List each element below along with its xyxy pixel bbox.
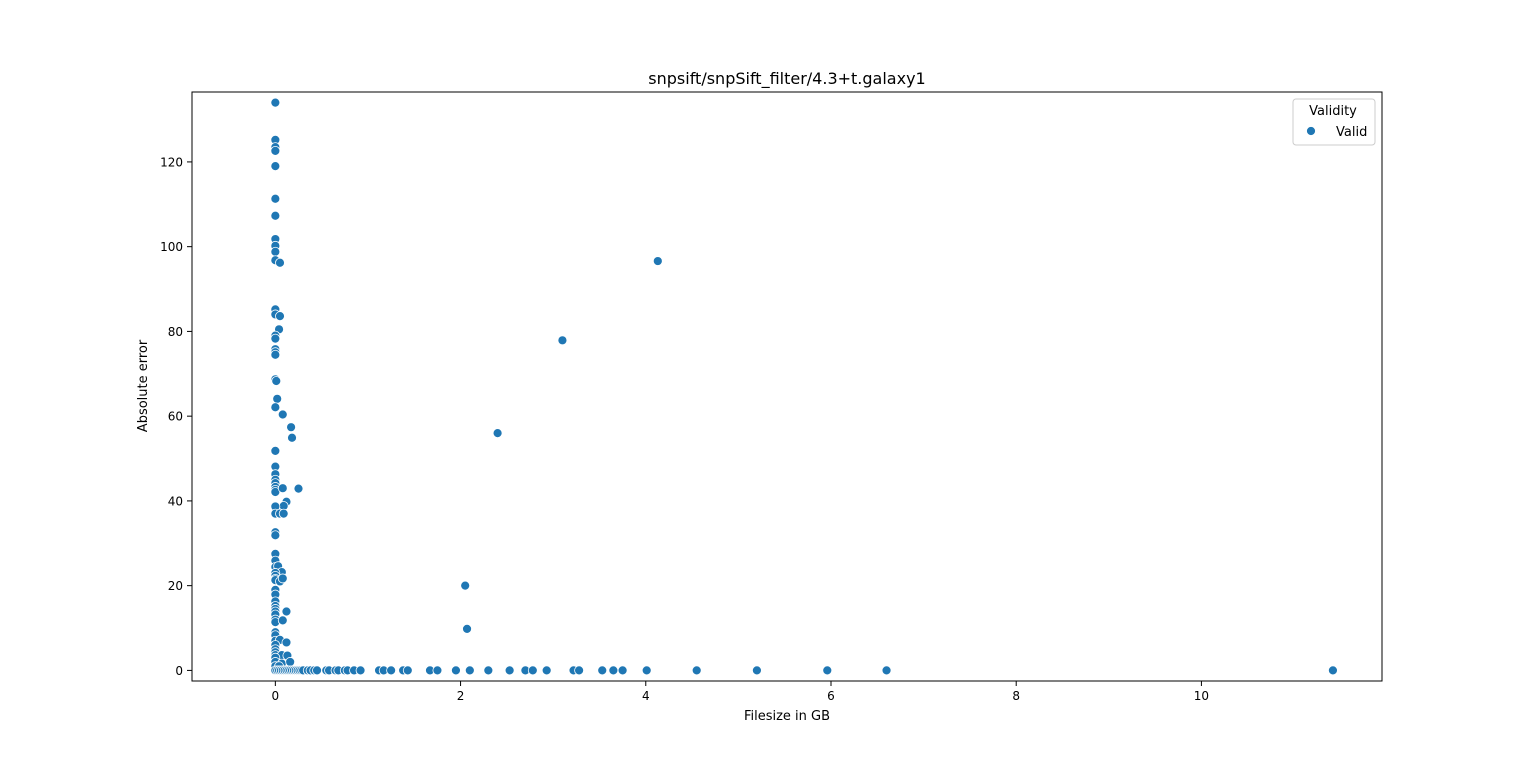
data-point <box>355 665 366 676</box>
data-point <box>312 665 322 676</box>
data-point <box>275 257 285 268</box>
points-layer <box>270 97 1338 676</box>
data-point <box>270 161 281 172</box>
data-point <box>617 665 628 676</box>
data-point <box>270 349 281 360</box>
data-point <box>270 97 281 108</box>
data-point <box>281 637 292 648</box>
data-point <box>270 402 281 413</box>
chart-title: snpsift/snpSift_filter/4.3+t.galaxy1 <box>648 69 925 89</box>
y-tick-label: 20 <box>168 579 183 593</box>
data-point <box>557 335 568 346</box>
plot-frame <box>191 91 1383 682</box>
data-point <box>270 210 281 221</box>
y-tick-label: 80 <box>168 325 183 339</box>
data-point <box>492 428 503 439</box>
y-tick-label: 40 <box>168 494 183 508</box>
data-point <box>451 665 461 676</box>
x-tick-label: 10 <box>1194 689 1209 703</box>
data-point <box>270 333 281 344</box>
y-axis-label: Absolute error <box>136 339 151 432</box>
data-point <box>270 446 281 456</box>
y-tick-label: 100 <box>160 240 183 254</box>
data-point <box>272 393 283 404</box>
data-point <box>386 665 397 676</box>
data-point <box>271 376 282 386</box>
data-point <box>574 665 584 676</box>
data-point <box>483 665 494 676</box>
data-point <box>464 665 475 676</box>
data-point <box>278 508 289 519</box>
data-point <box>277 615 288 626</box>
data-point <box>460 580 471 591</box>
data-point <box>752 665 762 676</box>
y-tick-label: 0 <box>175 664 183 678</box>
legend-label-valid: Valid <box>1336 125 1367 140</box>
y-tick-label: 120 <box>160 155 183 169</box>
data-point <box>270 246 281 257</box>
data-point <box>293 483 304 494</box>
data-point <box>270 530 281 541</box>
data-point <box>691 665 702 676</box>
data-point <box>597 665 608 676</box>
data-point <box>608 665 619 676</box>
data-point <box>504 665 515 676</box>
x-tick-label: 8 <box>1012 689 1020 703</box>
data-point <box>277 573 288 584</box>
data-point <box>822 665 833 676</box>
data-point <box>432 665 443 676</box>
x-tick-label: 2 <box>457 689 465 703</box>
data-point <box>281 606 292 617</box>
data-point <box>277 483 288 494</box>
data-point <box>270 193 281 204</box>
x-tick-label: 6 <box>827 689 835 703</box>
data-point <box>270 145 281 156</box>
data-point <box>275 311 285 322</box>
data-point <box>541 665 552 676</box>
data-point <box>287 432 297 443</box>
data-point <box>1328 665 1338 676</box>
y-axis: 0 20 40 60 80 100 120 <box>160 155 192 678</box>
x-tick-label: 0 <box>272 689 280 703</box>
data-point <box>462 623 472 634</box>
x-tick-label: 4 <box>642 689 650 703</box>
x-axis-label: Filesize in GB <box>744 709 830 724</box>
data-point <box>402 665 413 676</box>
data-point <box>285 657 296 667</box>
data-point <box>277 409 288 420</box>
legend-title: Validity <box>1309 104 1357 119</box>
data-point <box>881 665 892 676</box>
data-point <box>527 665 538 676</box>
data-point <box>286 422 296 433</box>
x-axis: 0 2 4 6 8 10 <box>272 681 1209 703</box>
data-point <box>652 256 663 266</box>
legend: Validity Valid <box>1292 98 1376 146</box>
data-point <box>641 665 652 676</box>
y-tick-label: 60 <box>168 410 183 424</box>
legend-marker-valid <box>1306 126 1316 136</box>
